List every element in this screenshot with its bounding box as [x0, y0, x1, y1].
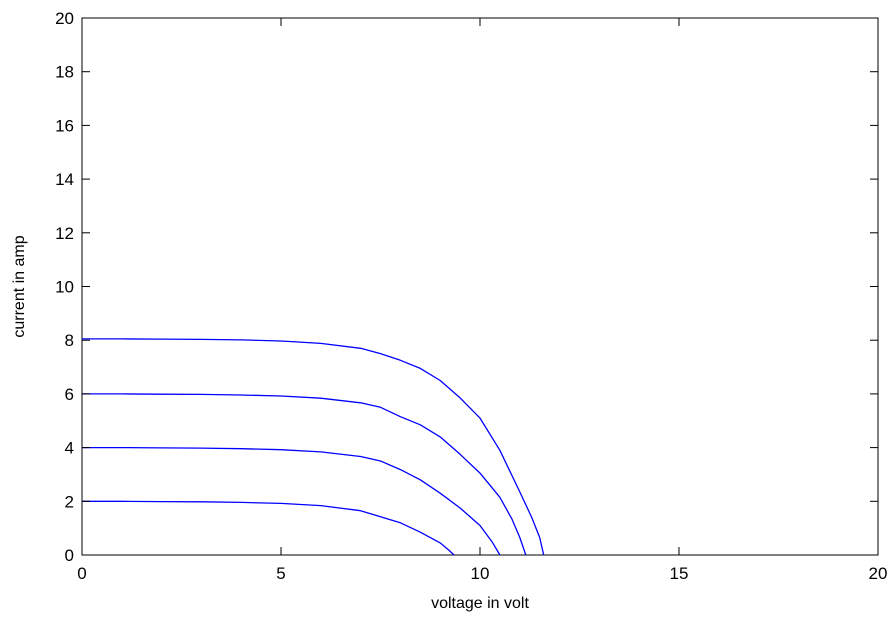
x-tick-label: 0 — [77, 564, 86, 583]
series-line-4 — [82, 338, 545, 556]
plot-area — [81, 17, 879, 556]
x-tick-label: 5 — [276, 564, 285, 583]
series-line-3 — [82, 393, 527, 556]
y-tick-label: 14 — [55, 170, 74, 189]
y-tick-label: 0 — [65, 546, 74, 565]
y-tick-label: 16 — [55, 116, 74, 135]
x-tick-label: 15 — [670, 564, 689, 583]
x-axis-label: voltage in volt — [431, 595, 529, 612]
y-tick-label: 20 — [55, 9, 74, 28]
y-tick-label: 2 — [65, 492, 74, 511]
y-tick-label: 10 — [55, 278, 74, 297]
y-axis-label: current in amp — [11, 235, 28, 337]
x-tick-label: 20 — [869, 564, 888, 583]
series-lines — [82, 338, 545, 556]
series-line-1 — [82, 500, 455, 556]
y-tick-label: 4 — [65, 439, 74, 458]
y-tick-label: 12 — [55, 224, 74, 243]
axis-ticks: 0 5 10 15 20 0 2 4 6 8 10 12 14 16 18 20 — [55, 9, 887, 583]
y-tick-label: 6 — [65, 385, 74, 404]
x-tick-label: 10 — [471, 564, 490, 583]
y-tick-label: 8 — [65, 331, 74, 350]
y-tick-label: 18 — [55, 63, 74, 82]
series-line-2 — [82, 446, 501, 556]
